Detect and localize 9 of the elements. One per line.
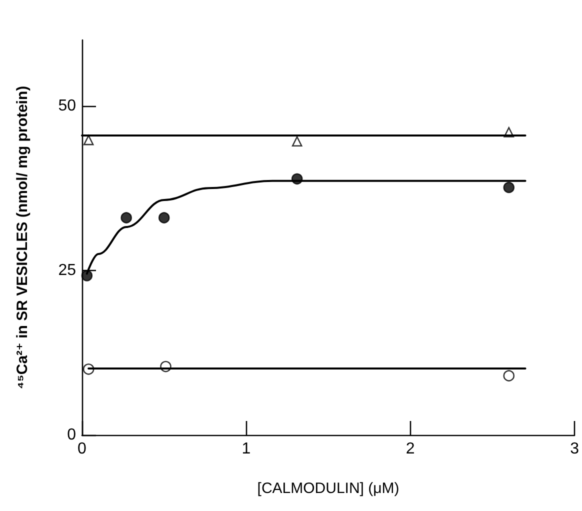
y-tick-label: 25 <box>58 262 76 279</box>
y-tick-label: 50 <box>58 97 76 114</box>
x-tick-label: 0 <box>78 440 87 458</box>
y-axis-title: ⁴⁵Ca²⁺ in SR VESICLES (nmol/ mg protein) <box>14 86 31 390</box>
x-tick-label: 2 <box>406 440 415 458</box>
y-tick-label: 0 <box>67 426 76 444</box>
x-tick-label: 3 <box>570 440 580 458</box>
x-tick-label: 1 <box>242 440 251 458</box>
x-axis-title: [CALMODULIN] (μM) <box>257 480 400 497</box>
